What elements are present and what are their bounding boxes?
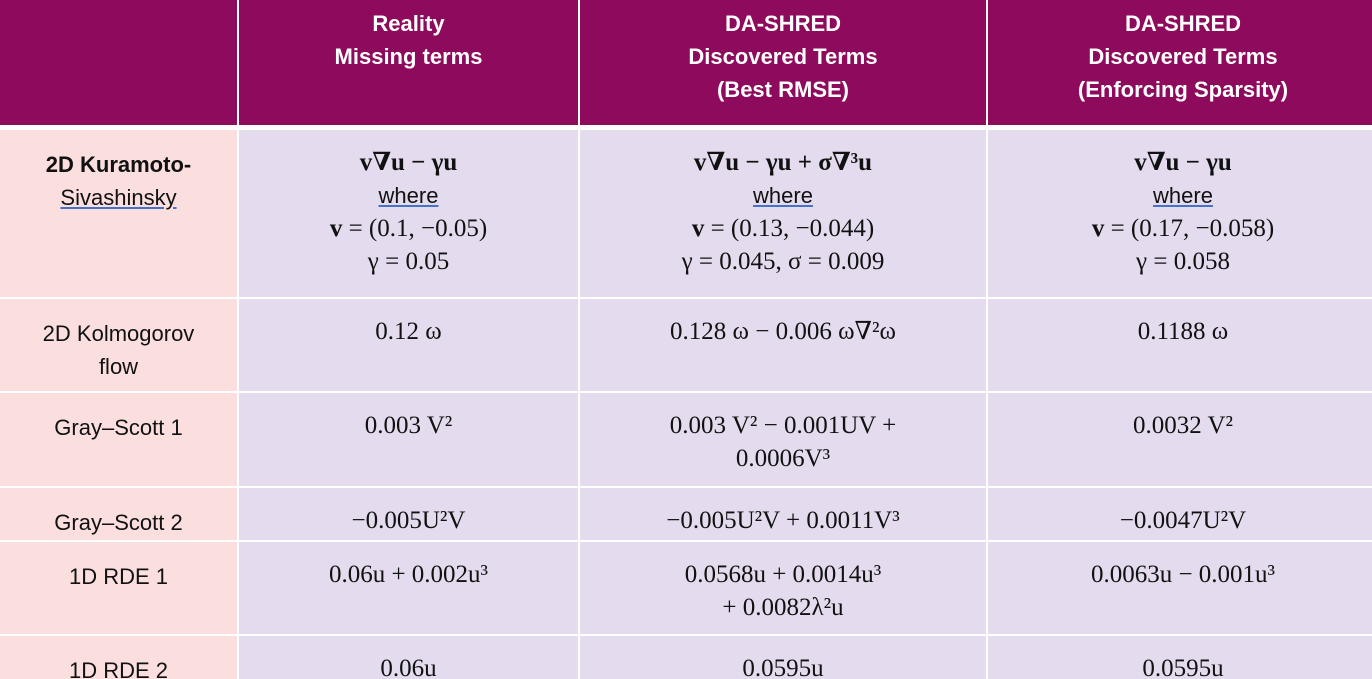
cell-line: where <box>1153 183 1213 208</box>
cell-line: where <box>378 183 439 208</box>
cell-line: 0.06u <box>380 655 437 679</box>
cell-line: −0.0047U²V <box>1119 507 1247 534</box>
cell-line: DA-SHRED <box>1124 11 1242 36</box>
cell-line: Gray–Scott 2 <box>54 510 183 535</box>
cell-line: 2D Kuramoto- <box>45 152 192 177</box>
cell-line: 1D RDE 2 <box>68 658 169 679</box>
cell-line: flow <box>98 354 139 379</box>
cell-line: 0.12 ω <box>375 318 442 345</box>
table-cell: v∇u − γu where v = (0.17, −0.058) γ = 0.058 <box>988 130 1372 297</box>
table-cell: 0.003 V² − 0.001UV + 0.0006V³ <box>580 393 986 486</box>
table-cell: v∇u − γu + σ∇³u where v = (0.13, −0.044) γ … <box>580 130 986 297</box>
cell-line: where <box>753 183 813 208</box>
row-label: Gray–Scott 1 <box>0 393 237 486</box>
cell-line: 0.1188 ω <box>1137 318 1229 345</box>
row-label: 1D RDE 1 <box>0 542 237 634</box>
table-cell: −0.0047U²V <box>988 488 1372 540</box>
cell-line: 0.0595u <box>1142 655 1224 679</box>
cell-line: Discovered Terms <box>688 44 878 69</box>
table-cell: 0.1188 ω <box>988 299 1372 391</box>
cell-line: 0.003 V² <box>364 412 453 439</box>
cell-line: Reality <box>372 11 445 36</box>
cell-line: −0.005U²V + 0.0011V³ <box>666 507 900 534</box>
cell-line: γ = 0.05 <box>367 248 450 275</box>
header-cell: Reality Missing terms <box>239 0 578 128</box>
cell-line: Missing terms <box>334 44 483 69</box>
cell-line: γ = 0.058 <box>1136 248 1230 275</box>
cell-line: Discovered Terms <box>1088 44 1278 69</box>
cell-line: v∇u − γu <box>359 149 458 176</box>
cell-line: 0.0568u + 0.0014u³ <box>684 561 882 588</box>
cell-line: 0.128 ω − 0.006 ω∇²ω <box>670 318 896 345</box>
row-label: 1D RDE 2 <box>0 636 237 679</box>
header-cell: DA-SHRED Discovered Terms (Enforcing Spars… <box>988 0 1372 128</box>
cell-line: v = (0.13, −0.044) <box>691 215 875 242</box>
cell-line: 0.0006V³ <box>735 445 831 472</box>
cell-line: 1D RDE 1 <box>68 564 169 589</box>
cell-line: −0.005U²V <box>351 507 466 534</box>
cell-line: 0.003 V² − 0.001UV + <box>669 412 897 439</box>
row-label: 2D Kolmogorov flow <box>0 299 237 391</box>
cell-line: v = (0.17, −0.058) <box>1091 215 1275 242</box>
table-cell: 0.12 ω <box>239 299 578 391</box>
cell-line: Sivashinsky <box>60 185 177 210</box>
cell-line: DA-SHRED <box>724 11 842 36</box>
table-cell: 0.0568u + 0.0014u³ + 0.0082λ²u <box>580 542 986 634</box>
table-cell: 0.0063u − 0.001u³ <box>988 542 1372 634</box>
cell-line: Gray–Scott 1 <box>54 415 183 440</box>
cell-line: 0.0595u <box>742 655 824 679</box>
table-cell: 0.0032 V² <box>988 393 1372 486</box>
row-label: Gray–Scott 2 <box>0 488 237 540</box>
table-cell: 0.06u <box>239 636 578 679</box>
row-label: 2D Kuramoto- Sivashinsky <box>0 130 237 297</box>
cell-line: (Best RMSE) <box>716 77 849 102</box>
table-cell: 0.128 ω − 0.006 ω∇²ω <box>580 299 986 391</box>
header-cell: DA-SHRED Discovered Terms (Best RMSE) <box>580 0 986 128</box>
cell-line: (Enforcing Sparsity) <box>1077 77 1289 102</box>
cell-line: v = (0.1, −0.05) <box>329 215 488 242</box>
table-cell: 0.0595u <box>580 636 986 679</box>
table-cell: v∇u − γu where v = (0.1, −0.05) γ = 0.05 <box>239 130 578 297</box>
cell-line: 0.0063u − 0.001u³ <box>1090 561 1276 588</box>
cell-line: 0.0032 V² <box>1132 412 1234 439</box>
table-cell: 0.06u + 0.002u³ <box>239 542 578 634</box>
table-cell: 0.0595u <box>988 636 1372 679</box>
cell-line: v∇u − γu + σ∇³u <box>693 149 873 176</box>
cell-line: γ = 0.045, σ = 0.009 <box>681 248 885 275</box>
cell-line: 2D Kolmogorov <box>42 321 195 346</box>
cell-line: + 0.0082λ²u <box>722 594 844 621</box>
table-cell: −0.005U²V <box>239 488 578 540</box>
cell-line: v∇u − γu <box>1134 149 1232 176</box>
header-cell <box>0 0 237 128</box>
cell-line: 0.06u + 0.002u³ <box>328 561 489 588</box>
table-cell: 0.003 V² <box>239 393 578 486</box>
table-cell: −0.005U²V + 0.0011V³ <box>580 488 986 540</box>
